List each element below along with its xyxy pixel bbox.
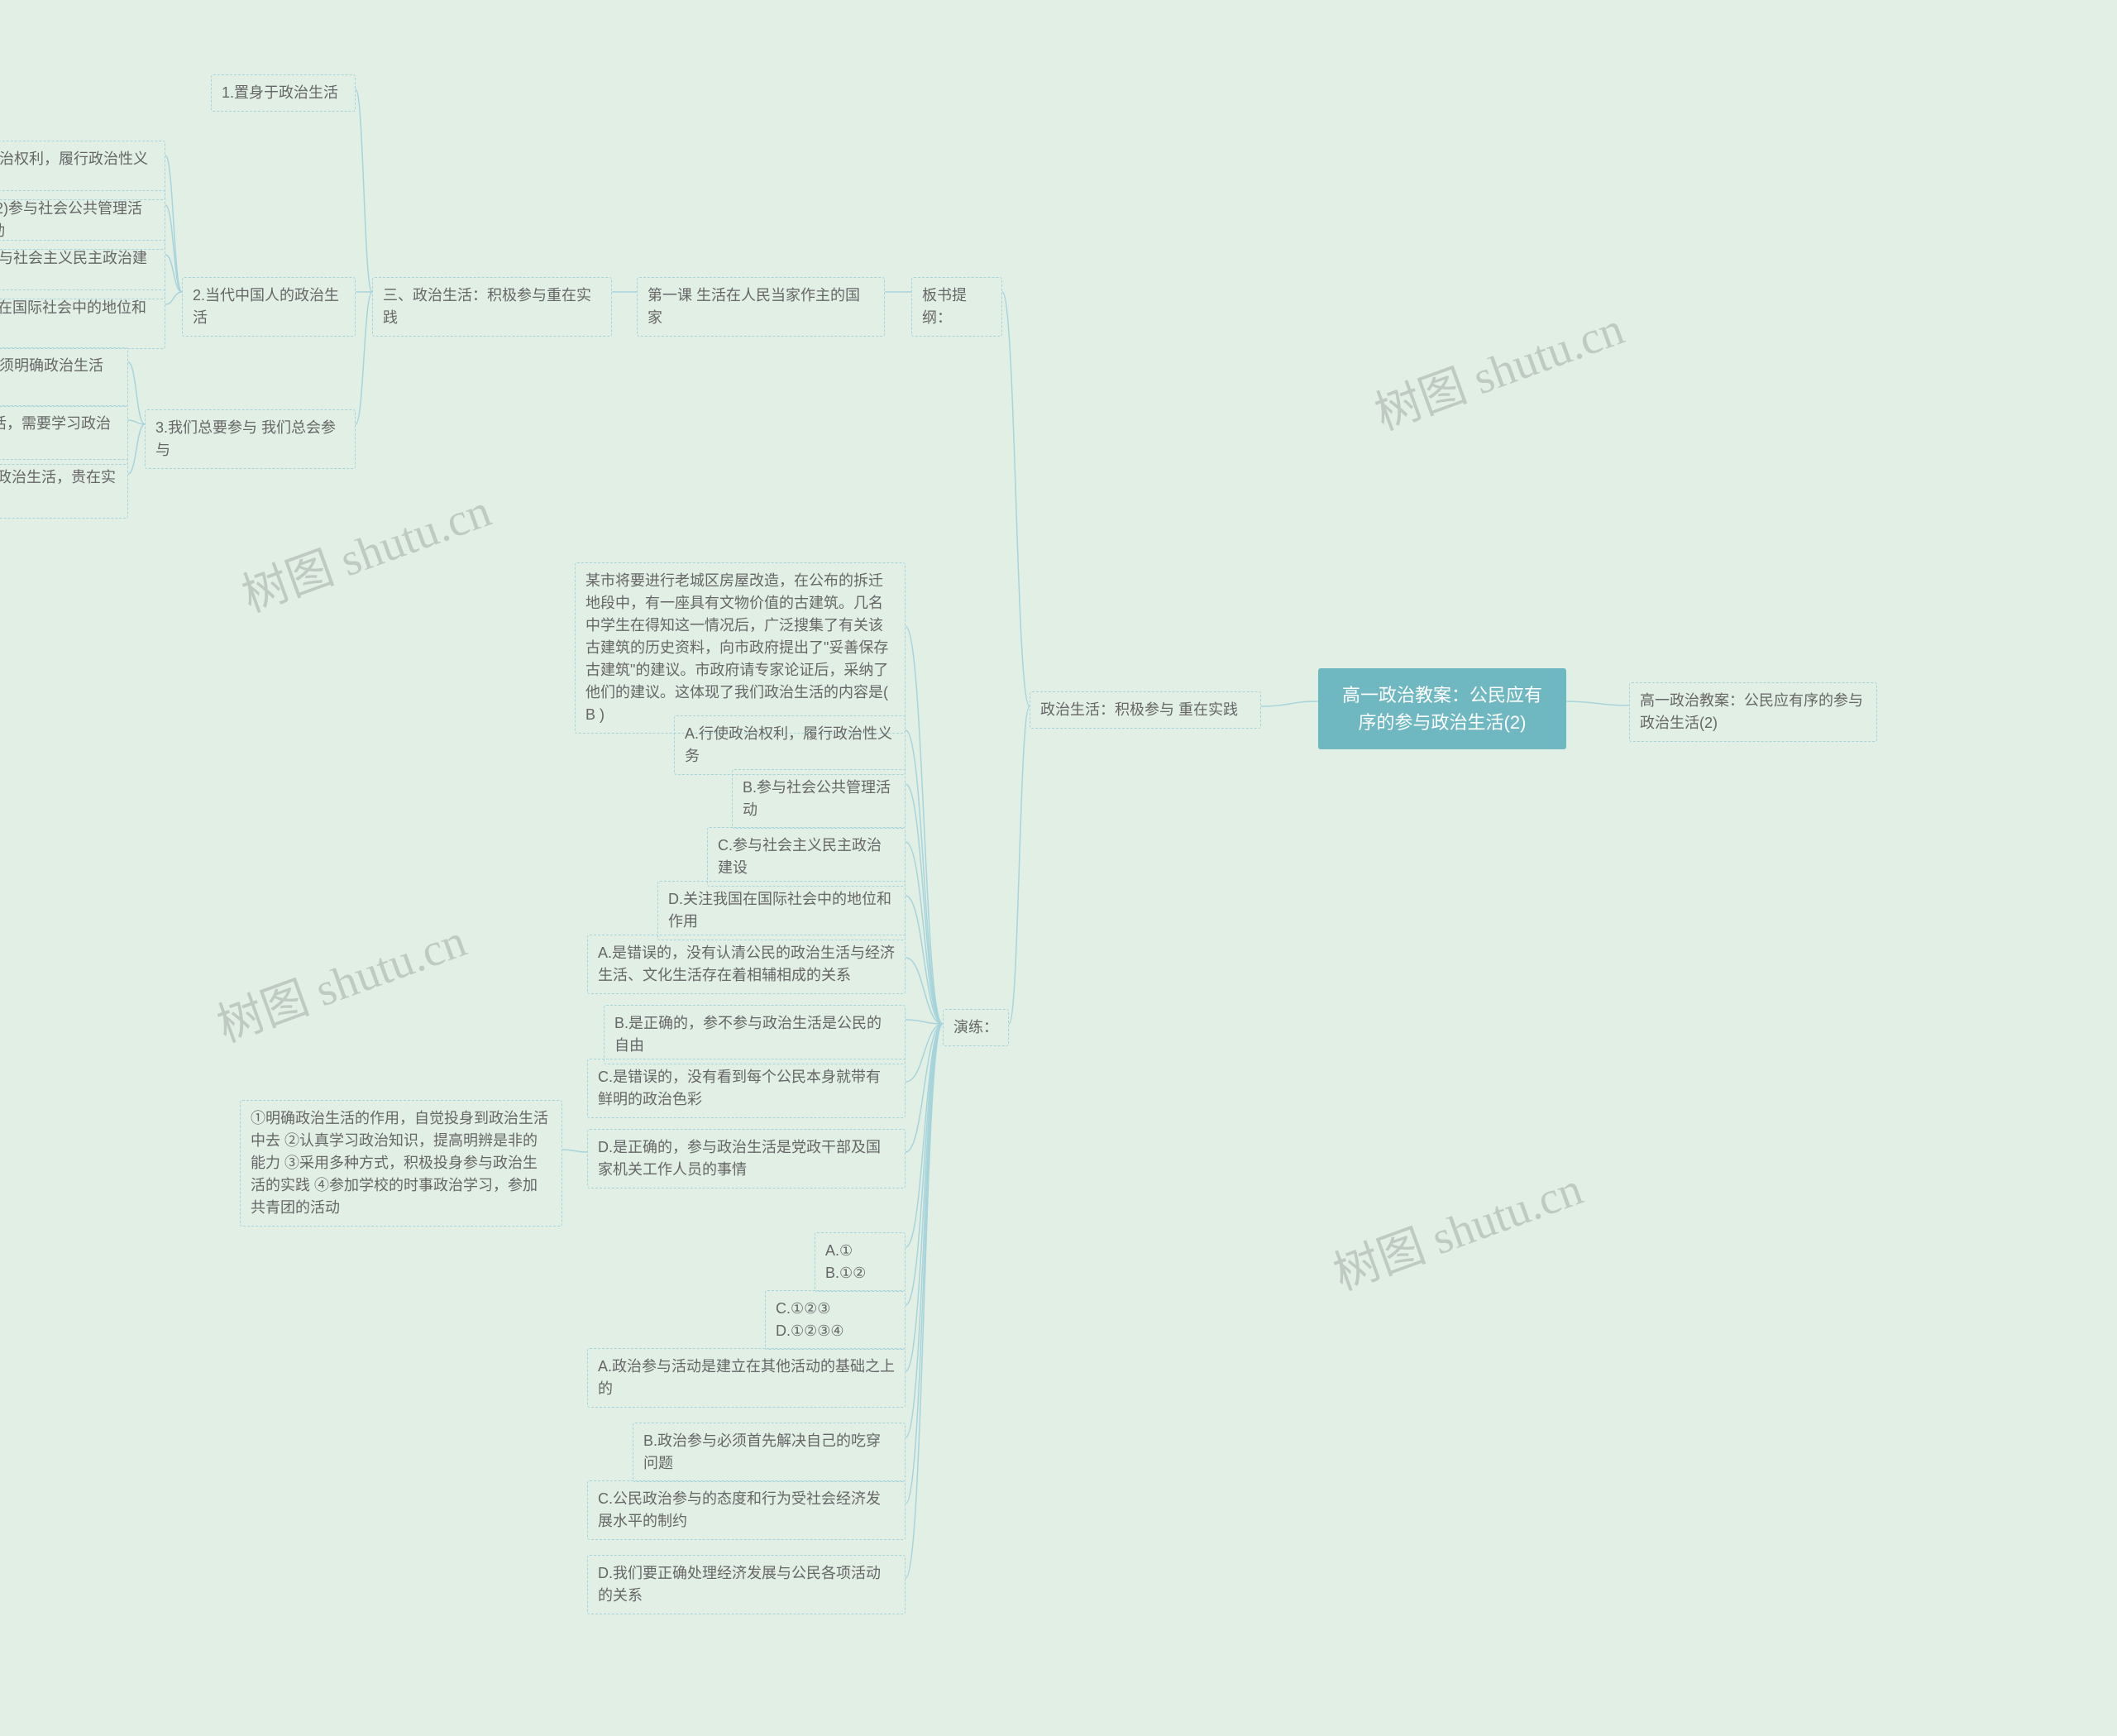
root-node: 高一政治教案：公民应有序的参与政治生活(2)	[1318, 668, 1566, 749]
mindmap-node: 演练：	[943, 1009, 1009, 1046]
mindmap-node: B.政治参与必须首先解决自己的吃穿问题	[633, 1423, 906, 1482]
connector	[1009, 706, 1030, 1024]
connector	[906, 627, 943, 1025]
mindmap-node: ①明确政治生活的作用，自觉投身到政治生活中去 ②认真学习政治知识，提高明辨是非的…	[240, 1100, 562, 1227]
connector	[906, 896, 943, 1024]
connectors-layer	[0, 0, 2117, 1736]
mindmap-node: D.关注我国在国际社会中的地位和作用	[657, 881, 906, 940]
mindmap-node: C.①②③ D.①②③④	[765, 1290, 906, 1350]
mindmap-node: C.公民政治参与的态度和行为受社会经济发展水平的制约	[587, 1480, 906, 1540]
connector	[1002, 292, 1030, 706]
connector	[906, 958, 943, 1024]
mindmap-node: D.是正确的，参与政治生活是党政干部及国家机关工作人员的事情	[587, 1129, 906, 1188]
connector	[165, 205, 182, 292]
mindmap-node: B.参与社会公共管理活动	[732, 769, 906, 829]
watermark: 树图 shutu.cn	[207, 904, 474, 1056]
watermark: 树图 shutu.cn	[1364, 292, 1632, 444]
mindmap-node: D.我们要正确处理经济发展与公民各项活动的关系	[587, 1555, 906, 1614]
mindmap-node: 三、政治生活：积极参与重在实践	[372, 277, 612, 337]
connector	[906, 784, 943, 1024]
connector	[1566, 701, 1629, 705]
connector	[906, 1024, 943, 1305]
mindmap-node: 1.置身于政治生活	[211, 74, 356, 112]
mindmap-node: 板书提纲：	[911, 277, 1002, 337]
connector	[128, 420, 145, 424]
mindmap-node: 第一课 生活在人民当家作主的国家	[637, 277, 885, 337]
mindmap-node: 3.我们总要参与 我们总会参与	[145, 409, 356, 469]
mindmap-node: A.行使政治权利，履行政治性义务	[674, 715, 906, 775]
connector	[906, 1024, 943, 1247]
connector	[906, 730, 943, 1024]
mindmap-node: A.① B.①②	[815, 1232, 906, 1292]
mindmap-node: A.政治参与活动是建立在其他活动的基础之上的	[587, 1348, 906, 1408]
watermark: 树图 shutu.cn	[1323, 1152, 1590, 1304]
connector	[906, 1024, 943, 1082]
mindmap-node: C.是错误的，没有看到每个公民本身就带有鲜明的政治色彩	[587, 1059, 906, 1118]
mindmap-node: (3)参与政治生活，贵在实践	[0, 459, 128, 519]
connector	[906, 1024, 943, 1578]
mindmap-node: C.参与社会主义民主政治建设	[707, 827, 906, 887]
connector	[128, 362, 145, 424]
connector	[165, 255, 182, 292]
mindmap-node: B.是正确的，参不参与政治生活是公民的自由	[604, 1005, 906, 1064]
connector	[128, 424, 145, 474]
mindmap-node: (1)参与政治生活，必须明确政治生活的作用	[0, 347, 128, 407]
connector	[165, 155, 182, 292]
connector	[356, 292, 372, 424]
mindmap-node: A.是错误的，没有认清公民的政治生活与经济生活、文化生活存在着相辅相成的关系	[587, 935, 906, 994]
connector	[906, 1020, 943, 1024]
connector	[1261, 701, 1318, 706]
connector	[906, 1024, 943, 1152]
connector	[165, 292, 182, 304]
connector	[906, 1024, 943, 1371]
connector	[906, 1024, 943, 1437]
watermark: 树图 shutu.cn	[232, 474, 499, 626]
mindmap-node: 2.当代中国人的政治生活	[182, 277, 356, 337]
connector	[562, 1150, 587, 1152]
connector	[356, 89, 372, 292]
mindmap-node: 政治生活：积极参与 重在实践	[1030, 691, 1261, 729]
mindmap-node: (4)关注我国在国际社会中的地位和作用	[0, 289, 165, 349]
mindmap-node: 高一政治教案：公民应有序的参与政治生活(2)	[1629, 682, 1877, 742]
connector	[906, 842, 943, 1024]
mindmap-node: (2)参与政治生活，需要学习政治知识	[0, 405, 128, 465]
diagram-canvas: 树图 shutu.cn 树图 shutu.cn 树图 shutu.cn 树图 shut…	[0, 0, 2117, 1736]
connector	[906, 1024, 943, 1504]
mindmap-node: 某市将要进行老城区房屋改造，在公布的拆迁地段中，有一座具有文物价值的古建筑。几名…	[575, 562, 906, 734]
